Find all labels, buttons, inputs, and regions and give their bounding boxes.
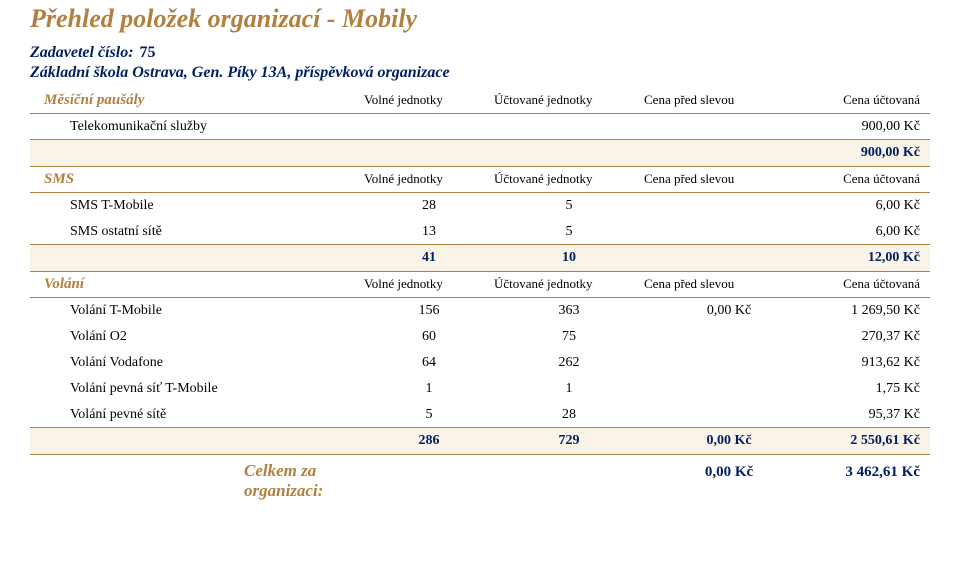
- telecom-row: Telekomunikační služby 900,00 Kč: [30, 114, 930, 140]
- volani-total-cena: 2 550,61 Kč: [814, 433, 930, 449]
- pausaly-total: 900,00 Kč: [814, 145, 930, 161]
- sms-total-uct: 10: [494, 250, 644, 266]
- volani-row-cena: 913,62 Kč: [814, 355, 930, 371]
- col-pred: Cena před slevou: [644, 171, 814, 187]
- volani-row-name: Volání pevná síť T-Mobile: [70, 381, 364, 397]
- volani-row-vol: 156: [364, 303, 494, 319]
- zadavatel-label: Zadavetel číslo:: [30, 44, 134, 62]
- col-volne: Volné jednotky: [364, 171, 494, 187]
- col-uctovane: Účtované jednotky: [494, 276, 644, 292]
- sms-row: SMS T-Mobile 28 5 6,00 Kč: [30, 193, 930, 219]
- sms-header: SMS Volné jednotky Účtované jednotky Cen…: [30, 167, 930, 193]
- volani-row-vol: 60: [364, 329, 494, 345]
- volani-row-uct: 1: [494, 381, 644, 397]
- telecom-label: Telekomunikační služby: [70, 119, 364, 135]
- sms-row-name: SMS ostatní sítě: [70, 224, 364, 240]
- col-pred: Cena před slevou: [644, 276, 814, 292]
- col-volne: Volné jednotky: [364, 276, 494, 292]
- volani-row-cena: 1,75 Kč: [814, 381, 930, 397]
- sms-total-vol: 41: [364, 250, 494, 266]
- sms-row-cena: 6,00 Kč: [814, 198, 930, 214]
- volani-row-vol: 5: [364, 407, 494, 423]
- volani-row-name: Volání Vodafone: [70, 355, 364, 371]
- grand-pred: 0,00 Kč: [644, 464, 814, 481]
- volani-row: Volání pevné sítě 5 28 95,37 Kč: [30, 402, 930, 428]
- sms-row-uct: 5: [494, 198, 644, 214]
- sms-row-name: SMS T-Mobile: [70, 198, 364, 214]
- volani-row-uct: 363: [494, 303, 644, 319]
- col-pred: Cena před slevou: [644, 92, 814, 108]
- sms-row-vol: 13: [364, 224, 494, 240]
- col-uctovana: Cena účtovaná: [814, 276, 930, 292]
- volani-row: Volání O2 60 75 270,37 Kč: [30, 324, 930, 350]
- sms-label: SMS: [44, 171, 364, 188]
- col-uctovane: Účtované jednotky: [494, 92, 644, 108]
- volani-row-pred: 0,00 Kč: [644, 303, 814, 319]
- volani-total-band: 286 729 0,00 Kč 2 550,61 Kč: [30, 427, 930, 455]
- pausaly-header: Měsíční paušály Volné jednotky Účtované …: [30, 88, 930, 114]
- volani-row-name: Volání pevné sítě: [70, 407, 364, 423]
- col-uctovana: Cena účtovaná: [814, 171, 930, 187]
- volani-row-uct: 262: [494, 355, 644, 371]
- volani-row-uct: 28: [494, 407, 644, 423]
- sms-row-vol: 28: [364, 198, 494, 214]
- pausaly-total-band: 900,00 Kč: [30, 139, 930, 167]
- grand-label: Celkem za organizaci:: [44, 461, 364, 501]
- volani-row: Volání T-Mobile 156 363 0,00 Kč 1 269,50…: [30, 298, 930, 324]
- volani-row-uct: 75: [494, 329, 644, 345]
- sms-total-band: 41 10 12,00 Kč: [30, 244, 930, 272]
- volani-row-cena: 95,37 Kč: [814, 407, 930, 423]
- volani-row-cena: 270,37 Kč: [814, 329, 930, 345]
- volani-row-name: Volání O2: [70, 329, 364, 345]
- volani-total-pred: 0,00 Kč: [644, 433, 814, 449]
- col-uctovana: Cena účtovaná: [814, 92, 930, 108]
- volani-label: Volání: [44, 276, 364, 293]
- pausaly-label: Měsíční paušály: [44, 92, 364, 109]
- zadavatel-row: Zadavetel číslo: 75: [30, 44, 930, 62]
- sms-row-uct: 5: [494, 224, 644, 240]
- zadavatel-number: 75: [140, 44, 156, 62]
- col-uctovane: Účtované jednotky: [494, 171, 644, 187]
- volani-header: Volání Volné jednotky Účtované jednotky …: [30, 272, 930, 298]
- volani-row-vol: 64: [364, 355, 494, 371]
- sms-row-cena: 6,00 Kč: [814, 224, 930, 240]
- volani-row: Volání Vodafone 64 262 913,62 Kč: [30, 350, 930, 376]
- grand-total-row: Celkem za organizaci: 0,00 Kč 3 462,61 K…: [30, 457, 930, 505]
- volani-row-name: Volání T-Mobile: [70, 303, 364, 319]
- sms-total-cena: 12,00 Kč: [814, 250, 930, 266]
- school-name: Základní škola Ostrava, Gen. Píky 13A, p…: [30, 64, 930, 82]
- col-volne: Volné jednotky: [364, 92, 494, 108]
- telecom-amount: 900,00 Kč: [814, 119, 930, 135]
- grand-cena: 3 462,61 Kč: [814, 464, 930, 481]
- volani-row-cena: 1 269,50 Kč: [814, 303, 930, 319]
- page-title: Přehled položek organizací - Mobily: [30, 4, 930, 34]
- sms-row: SMS ostatní sítě 13 5 6,00 Kč: [30, 219, 930, 245]
- volani-row-vol: 1: [364, 381, 494, 397]
- volani-total-uct: 729: [494, 433, 644, 449]
- volani-total-vol: 286: [364, 433, 494, 449]
- volani-row: Volání pevná síť T-Mobile 1 1 1,75 Kč: [30, 376, 930, 402]
